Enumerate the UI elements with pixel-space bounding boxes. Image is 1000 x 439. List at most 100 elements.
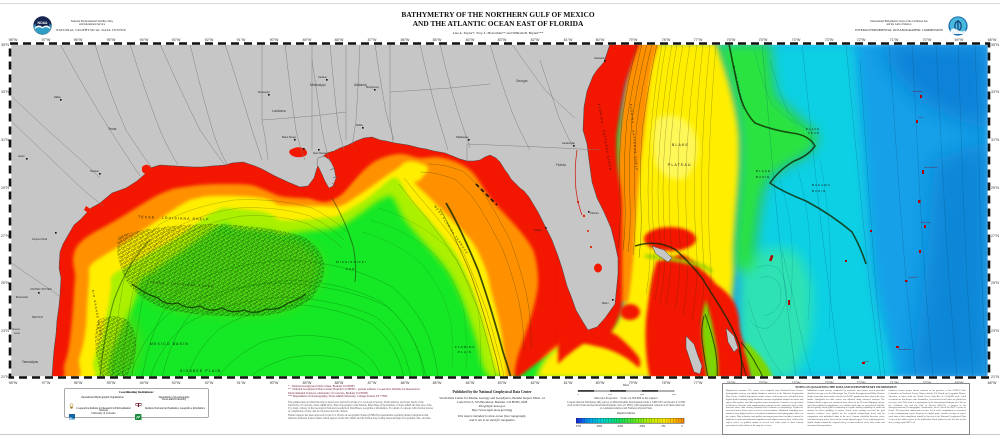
svg-text:TEXAS - LOUISIANA SHELF: TEXAS - LOUISIANA SHELF [138, 215, 210, 221]
svg-text:72°W: 72°W [857, 38, 866, 42]
svg-text:69°W: 69°W [955, 38, 964, 42]
svg-text:80°W: 80°W [596, 38, 605, 42]
svg-text:82°W: 82°W [531, 381, 540, 385]
svg-text:27°N: 27°N [991, 234, 999, 238]
svg-text:87°W: 87°W [368, 381, 377, 385]
svg-text:90°W: 90°W [270, 38, 279, 42]
svg-text:29°N: 29°N [1, 186, 9, 190]
svg-text:83°W: 83°W [498, 381, 507, 385]
svg-text:Cat I.: Cat I. [918, 116, 924, 119]
svg-text:Dallas: Dallas [54, 96, 61, 99]
svg-text:81°W: 81°W [564, 381, 573, 385]
svg-text:91°W: 91°W [237, 38, 246, 42]
svg-text:Austin: Austin [18, 155, 25, 158]
svg-text:-2250: -2250 [617, 425, 624, 428]
svg-text:98°W: 98°W [9, 38, 18, 42]
svg-text:35°N: 35°N [1, 43, 9, 47]
svg-text:97°W: 97°W [42, 381, 51, 385]
svg-text:Florida: Florida [556, 163, 566, 167]
svg-text:Mobile: Mobile [356, 124, 364, 127]
svg-text:97°W: 97°W [42, 38, 51, 42]
svg-text:85°W: 85°W [433, 381, 442, 385]
svg-text:94°W: 94°W [140, 381, 149, 385]
svg-text:25°N: 25°N [1, 281, 9, 285]
svg-text:Shreveport: Shreveport [258, 91, 270, 94]
svg-text:0: 0 [681, 425, 683, 428]
svg-text:33°N: 33°N [991, 90, 999, 94]
svg-text:70°W: 70°W [923, 38, 932, 42]
svg-text:84°W: 84°W [466, 38, 475, 42]
svg-text:Charleston: Charleston [594, 57, 606, 60]
svg-text:Brownsville: Brownsville [16, 296, 29, 299]
svg-text:Texas: Texas [108, 127, 117, 131]
svg-text:Houston: Houston [90, 170, 100, 173]
svg-text:31°N: 31°N [991, 138, 999, 142]
svg-text:Orlando: Orlando [590, 212, 599, 215]
svg-text:-3000: -3000 [596, 425, 603, 428]
svg-text:21°N: 21°N [1, 375, 9, 379]
svg-text:SPUR: SPUR [808, 132, 820, 135]
svg-text:31°N: 31°N [1, 138, 9, 142]
svg-text:Rum Cay: Rum Cay [921, 222, 931, 224]
svg-text:Alabama: Alabama [354, 83, 367, 87]
svg-text:79°W: 79°W [629, 38, 638, 42]
svg-text:80°W: 80°W [596, 381, 605, 385]
svg-text:92°W: 92°W [205, 381, 214, 385]
svg-text:75°W: 75°W [759, 38, 768, 42]
svg-text:Tamaulipas: Tamaulipas [22, 360, 39, 364]
svg-text:91°W: 91°W [237, 381, 246, 385]
svg-text:33°N: 33°N [1, 90, 9, 94]
svg-text:FAN: FAN [346, 267, 355, 271]
svg-text:78°W: 78°W [662, 38, 671, 42]
svg-text:92°W: 92°W [205, 38, 214, 42]
svg-text:BASIN: BASIN [812, 189, 826, 193]
svg-text:Corpus Christi: Corpus Christi [32, 238, 48, 241]
svg-text:Crooked I.: Crooked I. [908, 276, 918, 279]
svg-text:-750: -750 [661, 425, 666, 428]
svg-text:94°W: 94°W [140, 38, 149, 42]
svg-text:UNITED STATES: UNITED STATES [30, 287, 52, 291]
svg-text:Great Exuma: Great Exuma [898, 348, 912, 351]
svg-text:90°W: 90°W [270, 381, 279, 385]
svg-text:BLAKE: BLAKE [672, 143, 689, 147]
svg-text:25°N: 25°N [991, 281, 999, 285]
svg-text:San Salvador: San Salvador [924, 166, 937, 169]
svg-text:Nuevo: Nuevo [12, 327, 21, 331]
svg-text:29°N: 29°N [991, 186, 999, 190]
svg-text:88°W: 88°W [335, 38, 344, 42]
svg-text:71°W: 71°W [890, 38, 899, 42]
svg-text:84°W: 84°W [466, 381, 475, 385]
svg-text:27°N: 27°N [1, 234, 9, 238]
svg-text:77°W: 77°W [694, 381, 703, 385]
svg-text:New Orleans: New Orleans [313, 152, 328, 155]
svg-text:68°W: 68°W [988, 38, 997, 42]
svg-text:98°W: 98°W [9, 381, 18, 385]
svg-text:MISSISSIPPI: MISSISSIPPI [336, 260, 367, 264]
svg-text:95°W: 95°W [107, 381, 116, 385]
svg-text:23°N: 23°N [991, 329, 999, 333]
svg-text:Jackson: Jackson [318, 76, 327, 79]
svg-text:73°W: 73°W [825, 38, 834, 42]
svg-text:Montgomery: Montgomery [366, 86, 380, 89]
svg-text:BLAKE: BLAKE [756, 169, 771, 173]
svg-text:81°W: 81°W [564, 38, 573, 42]
svg-text:86°W: 86°W [401, 381, 410, 385]
svg-text:Mississippi: Mississippi [310, 83, 326, 87]
svg-text:86°W: 86°W [401, 38, 410, 42]
svg-text:100: 100 [608, 393, 613, 395]
svg-text:Tampa: Tampa [534, 229, 542, 232]
svg-text:Tallahassee: Tallahassee [456, 136, 469, 139]
svg-text:300: 300 [672, 393, 677, 395]
svg-text:Jacksonville: Jacksonville [562, 142, 576, 145]
svg-text:-3750: -3750 [576, 425, 582, 428]
svg-text:68°W: 68°W [988, 381, 997, 385]
svg-text:35°N: 35°N [991, 43, 999, 47]
svg-text:Louisiana: Louisiana [272, 109, 286, 113]
svg-text:23°N: 23°N [1, 329, 9, 333]
svg-text:87°W: 87°W [368, 38, 377, 42]
svg-text:78°W: 78°W [662, 381, 671, 385]
svg-text:Georgia: Georgia [516, 79, 528, 83]
svg-text:82°W: 82°W [531, 38, 540, 42]
svg-text:95°W: 95°W [107, 38, 116, 42]
svg-text:Eleuthera: Eleuthera [913, 90, 923, 93]
